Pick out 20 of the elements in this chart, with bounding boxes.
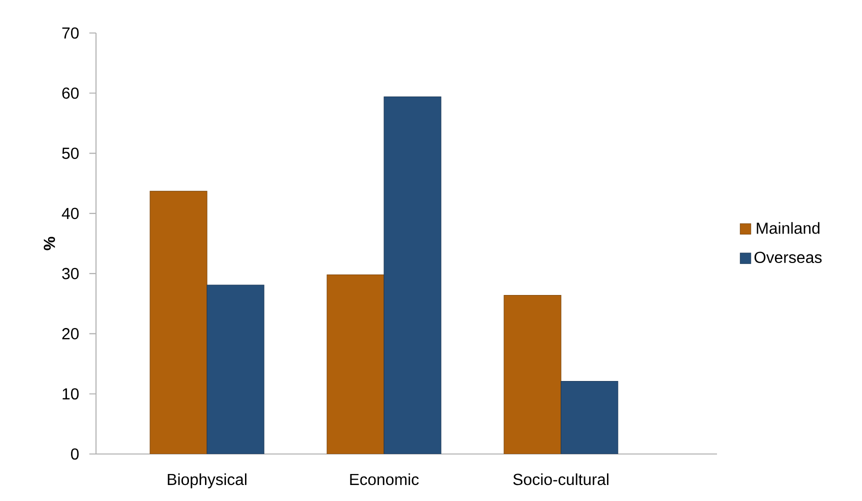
bar — [504, 294, 562, 454]
bar — [206, 284, 264, 454]
x-tick-label: Economic — [350, 473, 419, 486]
y-tick-label: 40 — [62, 208, 79, 220]
y-tick-label: 70 — [62, 27, 79, 39]
y-tick-label: 0 — [71, 448, 79, 460]
x-tick-label: Biophysical — [168, 473, 246, 488]
bar — [326, 274, 384, 454]
bar — [560, 380, 618, 454]
bar — [384, 96, 442, 454]
legend-label: Overseas — [754, 252, 822, 264]
legend-label: Mainland — [756, 222, 820, 234]
y-tick-label: 30 — [62, 268, 79, 280]
y-tick-label: 20 — [62, 328, 79, 340]
x-tick-label: Socio-cultural — [513, 473, 608, 486]
bar — [150, 190, 208, 454]
y-tick-label: 50 — [62, 148, 79, 159]
y-tick-label: 10 — [62, 388, 79, 400]
y-tick-label: 60 — [62, 87, 79, 99]
y-axis-title: % — [44, 236, 56, 250]
